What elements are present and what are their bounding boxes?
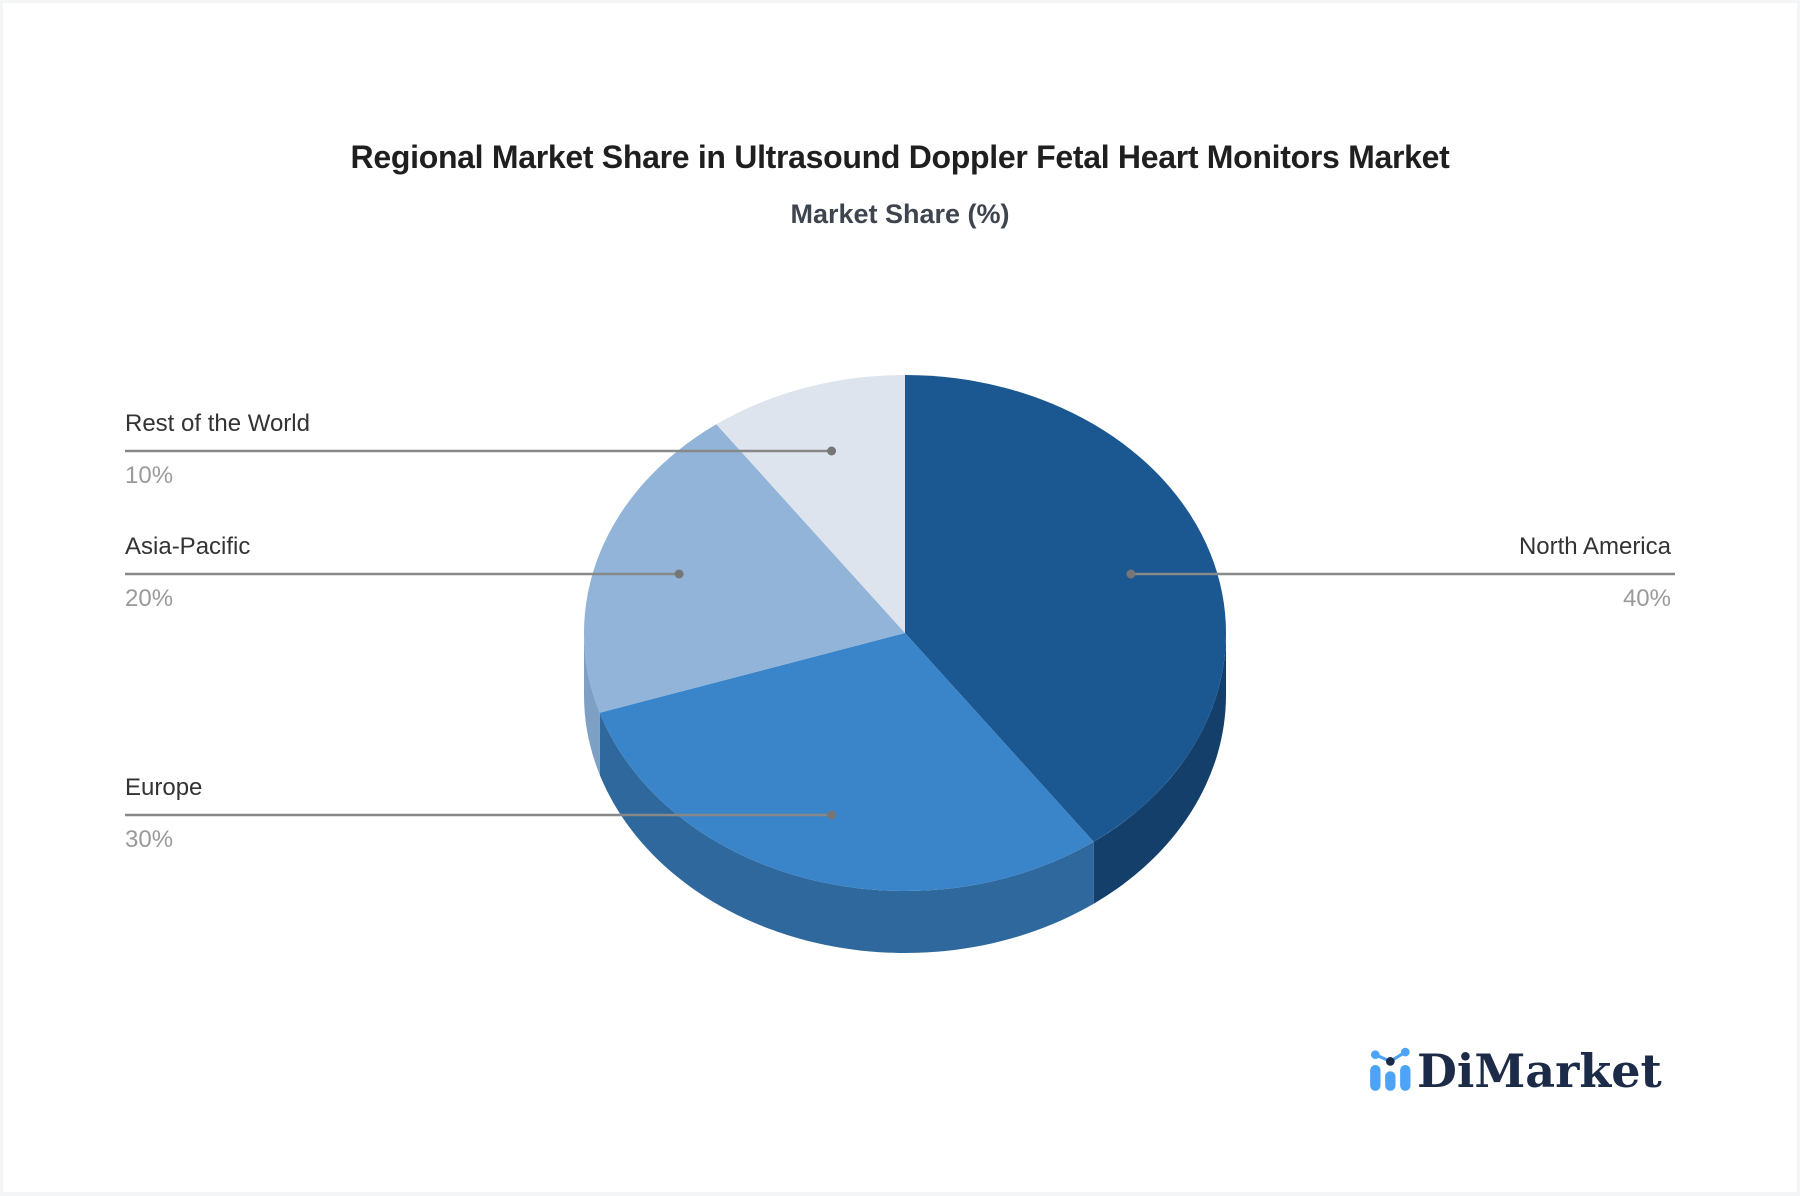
chart-canvas: Regional Market Share in Ultrasound Dopp… <box>3 3 1797 1192</box>
dimarket-logo: DiMarket <box>1365 1033 1705 1101</box>
slice-label-rest-of-the-world: Rest of the World <box>125 410 310 437</box>
slice-label-europe: Europe <box>125 774 203 801</box>
pie-slice-asia-pacific[interactable] <box>584 424 905 713</box>
slice-value-europe: 30% <box>125 826 174 853</box>
pie-slice-north-america[interactable] <box>905 375 1226 842</box>
bar-chart-trend-icon <box>1370 1047 1411 1091</box>
logo-text: DiMarket <box>1417 1044 1662 1098</box>
pie-slice-side-asia-pacific <box>584 633 600 775</box>
pie-slice-side-north-america <box>1093 633 1226 904</box>
chart-title: Regional Market Share in Ultrasound Dopp… <box>350 139 1450 175</box>
pie-slice-europe[interactable] <box>599 633 1094 891</box>
pie-chart <box>125 375 1675 953</box>
pie-slice-rest-of-the-world[interactable] <box>716 375 905 633</box>
slice-label-asia-pacific: Asia-Pacific <box>125 533 251 560</box>
slice-value-asia-pacific: 20% <box>125 585 174 612</box>
leader-dot-north-america <box>1126 569 1136 579</box>
chart-subtitle: Market Share (%) <box>790 199 1010 229</box>
leader-dot-rest-of-the-world <box>827 446 837 456</box>
slice-value-rest-of-the-world: 10% <box>125 462 174 489</box>
pie-slice-side-europe <box>599 712 1094 953</box>
slice-value-north-america: 40% <box>1622 585 1671 612</box>
slice-label-north-america: North America <box>1518 533 1671 560</box>
leader-dot-asia-pacific <box>674 569 684 579</box>
leader-dot-europe <box>827 810 837 820</box>
